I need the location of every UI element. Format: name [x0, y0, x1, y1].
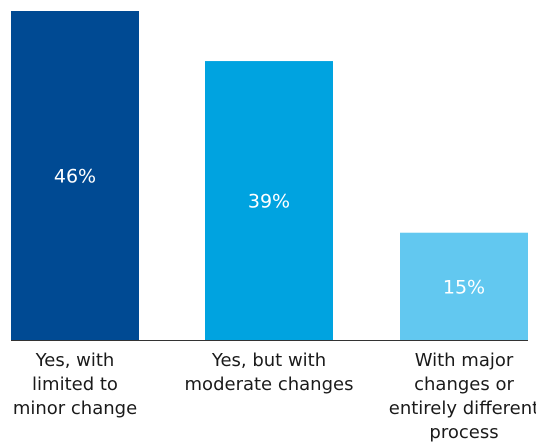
category-label-line: changes or: [414, 374, 514, 395]
category-label-line: Yes, with: [35, 350, 115, 371]
category-label-line: With major: [415, 350, 514, 371]
value-label-1: 46%: [54, 166, 96, 188]
value-labels-group: 46% 39% 15%: [54, 166, 485, 299]
category-label-2: Yes, but with moderate changes: [185, 350, 354, 395]
bar-2: [205, 61, 333, 340]
value-label-2: 39%: [248, 191, 290, 213]
category-labels-group: Yes, with limited to minor change Yes, but …: [13, 350, 536, 443]
category-label-line: Yes, but with: [211, 350, 326, 371]
category-label-line: entirely different: [389, 398, 536, 419]
bar-1: [11, 11, 139, 340]
category-label-1: Yes, with limited to minor change: [13, 350, 137, 419]
bars-group: [11, 11, 528, 340]
category-label-line: minor change: [13, 398, 137, 419]
value-label-3: 15%: [443, 276, 485, 298]
category-label-line: limited to: [32, 374, 118, 395]
bar-3: [400, 232, 528, 340]
category-label-line: process: [429, 422, 498, 443]
category-label-3: With major changes or entirely different pr…: [389, 350, 536, 443]
category-label-line: moderate changes: [185, 374, 354, 395]
